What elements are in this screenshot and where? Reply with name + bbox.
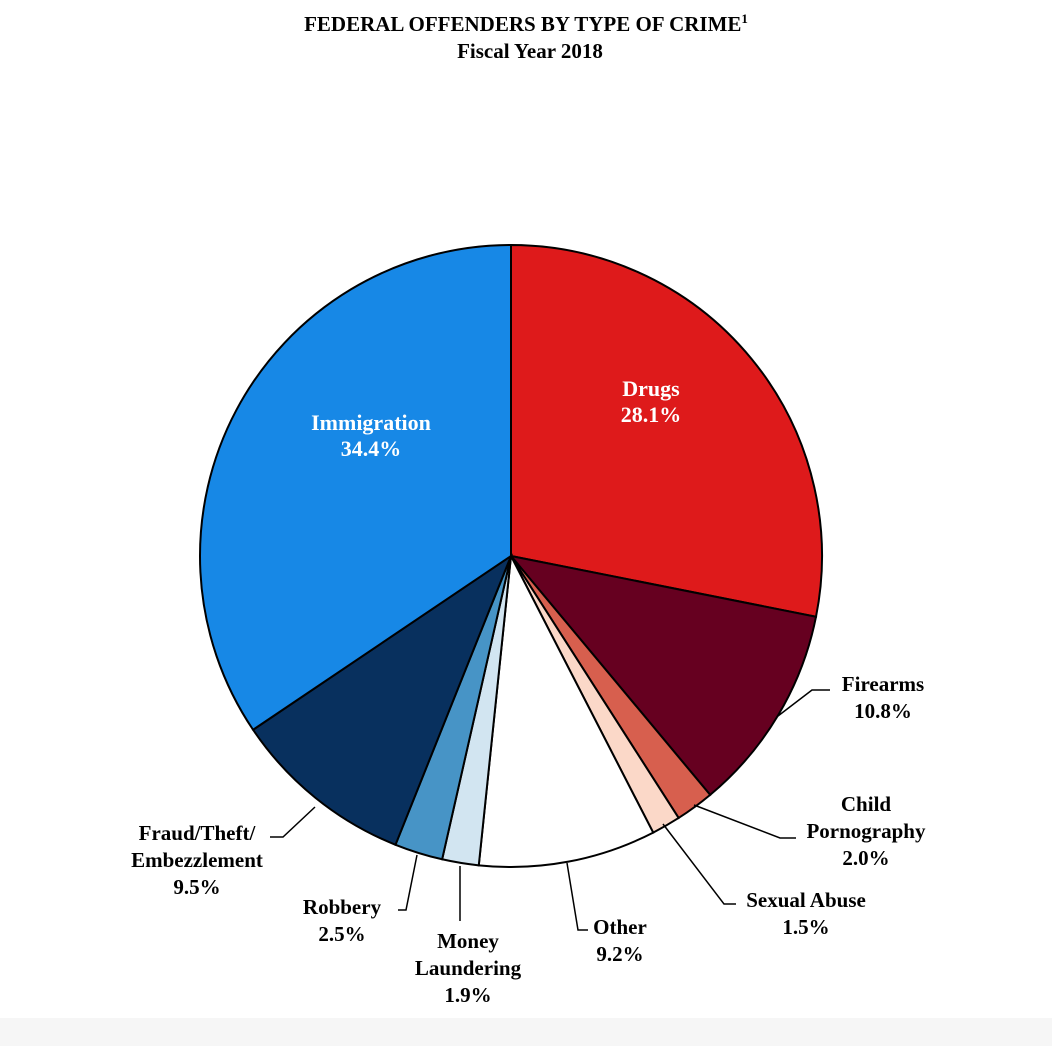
label-name-drugs: Drugs [622,376,680,401]
title-footnote-marker: 1 [741,11,748,26]
label-value-immigration: 34.4% [341,436,402,461]
pie-slices [199,243,823,868]
label-value-fraud: 9.5% [173,875,220,899]
leader-child-pornography [693,804,796,839]
label-name-fraud: Embezzlement [131,848,263,872]
label-name-robbery: Robbery [303,895,382,919]
label-firearms: Firearms 10.8% [842,672,924,723]
slice-immigration [199,243,512,732]
leader-sexual-abuse [662,823,736,905]
chart-subtitle: Fiscal Year 2018 [457,39,603,63]
label-sexual-abuse: Sexual Abuse 1.5% [746,888,866,939]
leader-firearms [777,689,830,717]
chart-title: FEDERAL OFFENDERS BY TYPE OF CRIME1 [304,11,748,36]
label-value-firearms: 10.8% [854,699,912,723]
leader-robbery [398,854,418,911]
slice-labels: Drugs 28.1% Firearms 10.8% Child Pornography 2… [131,376,926,1007]
label-name-child-pornography: Pornography [806,819,926,843]
label-name-child-pornography: Child [841,792,892,816]
label-name-fraud: Fraud/Theft/ [139,821,257,845]
label-value-other: 9.2% [596,942,643,966]
label-name-money-laundering: Money [437,929,499,953]
label-name-other: Other [593,915,647,939]
label-value-drugs: 28.1% [621,402,682,427]
label-value-child-pornography: 2.0% [842,846,889,870]
label-value-money-laundering: 1.9% [444,983,491,1007]
leader-fraud [270,806,316,838]
label-drugs: Drugs 28.1% [621,376,682,427]
label-value-sexual-abuse: 1.5% [782,915,829,939]
slice-drugs [510,243,823,618]
leader-other [566,862,588,931]
label-name-sexual-abuse: Sexual Abuse [746,888,866,912]
label-money-laundering: Money Laundering 1.9% [415,929,522,1007]
label-immigration: Immigration 34.4% [311,410,431,461]
label-value-robbery: 2.5% [318,922,365,946]
label-name-immigration: Immigration [311,410,431,435]
slice-firearms [508,554,818,797]
slice-other [477,552,655,868]
footer-band [0,1018,1052,1046]
label-fraud: Fraud/Theft/Embezzlement 9.5% [131,821,263,899]
label-name-firearms: Firearms [842,672,924,696]
label-robbery: Robbery 2.5% [303,895,382,946]
label-child-pornography: Child Pornography 2.0% [806,792,926,870]
chart-title-text: FEDERAL OFFENDERS BY TYPE OF CRIME [304,12,741,36]
label-name-money-laundering: Laundering [415,956,522,980]
leader-lines [270,689,830,931]
slice-fraud [251,553,514,847]
label-other: Other 9.2% [593,915,647,966]
